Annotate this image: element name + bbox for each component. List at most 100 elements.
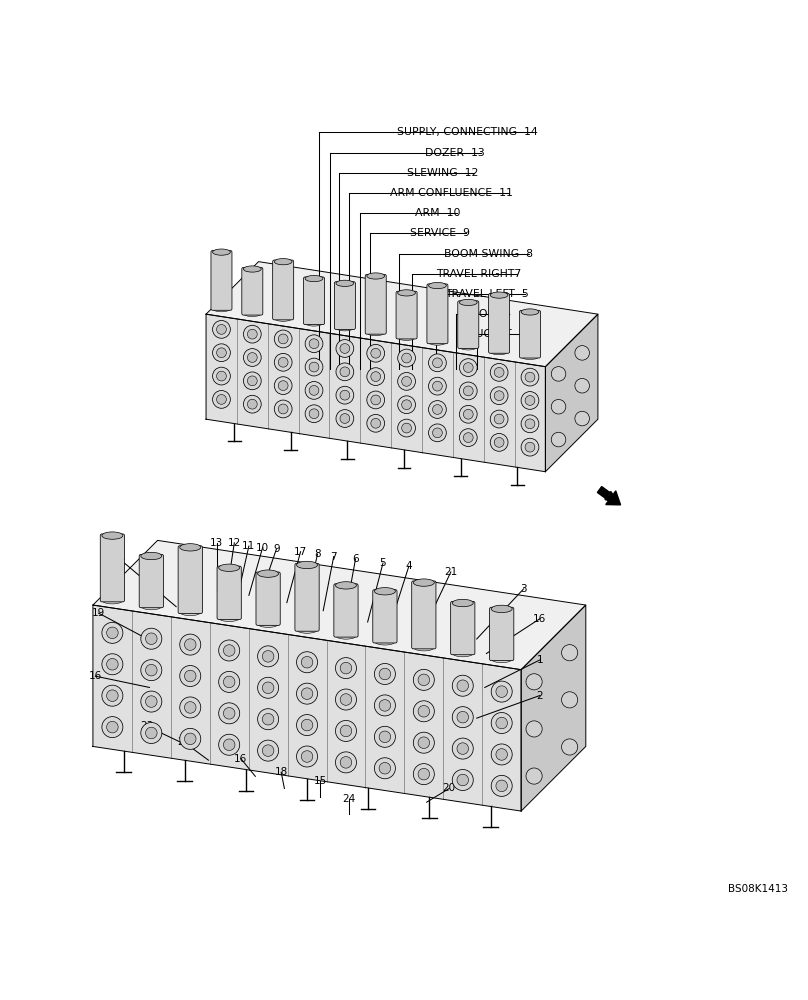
Circle shape (452, 738, 473, 759)
Circle shape (179, 728, 200, 749)
Circle shape (278, 334, 288, 344)
Circle shape (107, 690, 118, 701)
Circle shape (219, 671, 240, 692)
FancyBboxPatch shape (272, 260, 293, 320)
FancyBboxPatch shape (372, 590, 397, 643)
Ellipse shape (491, 655, 512, 663)
Circle shape (374, 695, 395, 716)
Circle shape (460, 429, 478, 446)
Circle shape (301, 719, 313, 731)
Circle shape (379, 700, 391, 711)
Circle shape (491, 681, 512, 702)
Circle shape (340, 725, 351, 737)
Circle shape (335, 689, 356, 710)
Circle shape (297, 683, 318, 704)
Text: 12: 12 (228, 538, 241, 548)
Circle shape (263, 651, 274, 662)
Circle shape (379, 762, 391, 774)
Circle shape (367, 344, 385, 362)
Circle shape (526, 674, 542, 690)
Circle shape (551, 367, 566, 381)
Ellipse shape (102, 532, 123, 539)
Text: 16: 16 (234, 754, 247, 764)
Circle shape (418, 706, 430, 717)
Circle shape (457, 680, 469, 692)
Ellipse shape (335, 632, 356, 639)
FancyBboxPatch shape (139, 554, 163, 608)
Ellipse shape (521, 353, 539, 360)
Circle shape (184, 733, 196, 745)
Circle shape (418, 737, 430, 748)
Circle shape (494, 391, 504, 401)
FancyBboxPatch shape (295, 563, 319, 631)
Circle shape (336, 410, 354, 427)
Text: BUCKET  3: BUCKET 3 (468, 329, 525, 339)
Circle shape (574, 411, 590, 426)
Circle shape (374, 758, 395, 779)
Circle shape (371, 395, 381, 405)
Circle shape (562, 739, 578, 755)
Text: 24: 24 (343, 794, 356, 804)
Ellipse shape (428, 282, 446, 289)
Circle shape (463, 433, 473, 442)
Text: 2: 2 (537, 691, 543, 701)
FancyBboxPatch shape (458, 301, 479, 348)
Circle shape (184, 702, 196, 713)
Circle shape (460, 359, 478, 376)
Ellipse shape (414, 579, 435, 586)
Circle shape (525, 396, 535, 405)
Circle shape (145, 696, 157, 707)
Circle shape (145, 633, 157, 645)
Ellipse shape (213, 249, 230, 255)
FancyBboxPatch shape (256, 572, 280, 625)
Circle shape (457, 774, 469, 786)
Ellipse shape (243, 310, 261, 317)
Circle shape (223, 739, 235, 751)
Circle shape (102, 622, 123, 643)
Polygon shape (93, 605, 521, 811)
Text: 10: 10 (256, 543, 269, 553)
Circle shape (219, 640, 240, 661)
Ellipse shape (367, 329, 385, 336)
Ellipse shape (219, 564, 240, 571)
Circle shape (494, 437, 504, 447)
Ellipse shape (335, 582, 356, 589)
Circle shape (274, 353, 292, 371)
Ellipse shape (374, 588, 395, 595)
Ellipse shape (398, 334, 415, 340)
Ellipse shape (258, 620, 279, 627)
Circle shape (102, 685, 123, 706)
Text: ARM CONFLUENCE  11: ARM CONFLUENCE 11 (390, 188, 513, 198)
Ellipse shape (179, 544, 200, 551)
Ellipse shape (336, 280, 354, 286)
Circle shape (274, 400, 292, 418)
Circle shape (398, 372, 415, 390)
Text: 21: 21 (444, 567, 457, 577)
Circle shape (102, 654, 123, 675)
Circle shape (305, 358, 323, 376)
Circle shape (213, 391, 230, 408)
Text: 14: 14 (113, 554, 126, 564)
Ellipse shape (243, 266, 261, 272)
Circle shape (217, 348, 226, 358)
Text: 6: 6 (352, 554, 359, 564)
Circle shape (263, 682, 274, 694)
Circle shape (263, 745, 274, 756)
Text: 5: 5 (380, 558, 386, 568)
Circle shape (336, 363, 354, 381)
FancyBboxPatch shape (490, 607, 514, 661)
Circle shape (494, 414, 504, 424)
Ellipse shape (490, 292, 508, 298)
Text: 23: 23 (141, 721, 154, 731)
Ellipse shape (179, 608, 200, 616)
Text: BOOM  4: BOOM 4 (463, 309, 511, 319)
Circle shape (179, 634, 200, 655)
Circle shape (301, 751, 313, 762)
FancyBboxPatch shape (451, 601, 475, 655)
Circle shape (491, 744, 512, 765)
Circle shape (247, 353, 257, 362)
Circle shape (491, 713, 512, 734)
Circle shape (141, 691, 162, 712)
Circle shape (496, 780, 507, 792)
Circle shape (428, 424, 446, 442)
